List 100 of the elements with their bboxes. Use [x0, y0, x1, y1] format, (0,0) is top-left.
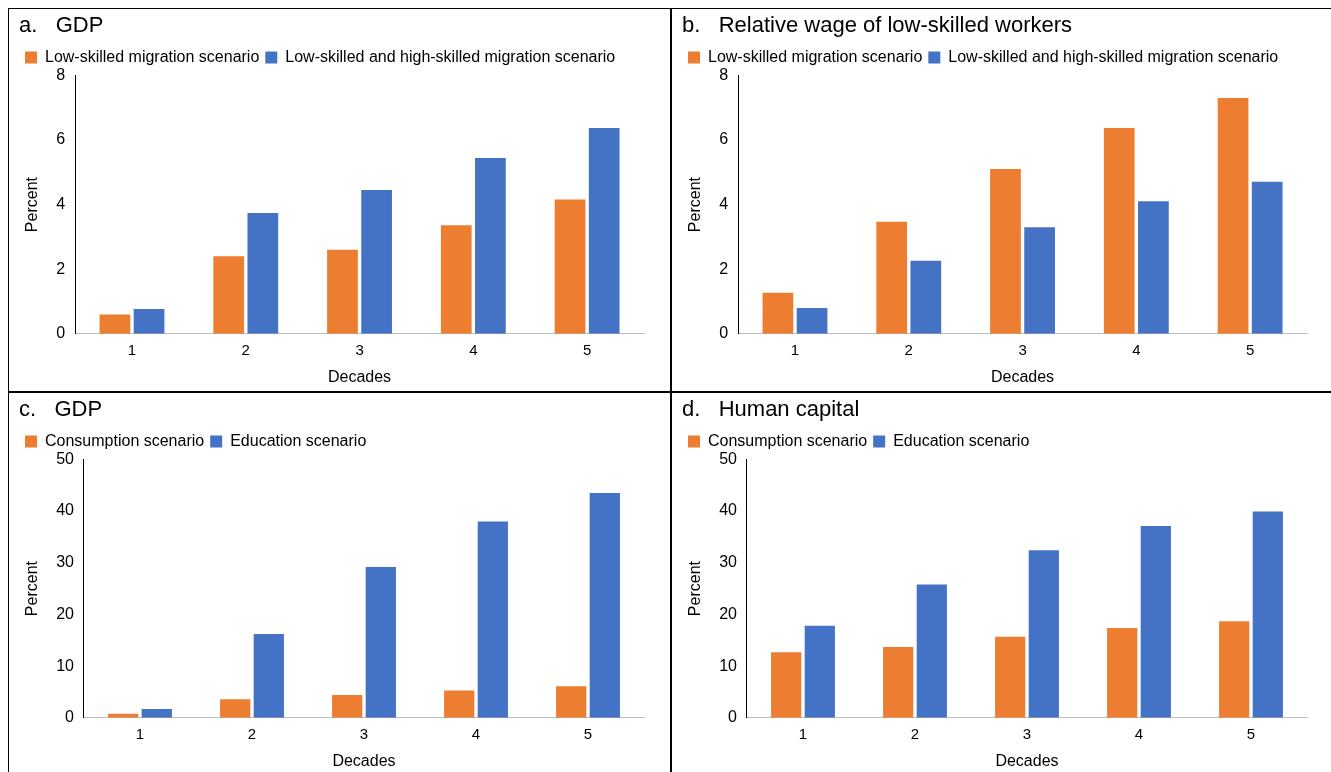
x-tick-label: 2	[241, 340, 250, 358]
legend-label: Consumption scenario	[45, 431, 205, 449]
bar	[556, 686, 587, 718]
y-tick-label: 30	[56, 553, 75, 571]
legend-label: Consumption scenario	[708, 431, 868, 449]
bar	[1219, 621, 1250, 718]
bar	[477, 521, 508, 718]
bar	[876, 221, 908, 334]
bar	[990, 169, 1021, 334]
bar	[1217, 98, 1249, 334]
chart-title: c. GDP	[19, 396, 103, 422]
x-tick-label: 1	[790, 340, 800, 358]
y-tick-label: 40	[56, 501, 75, 519]
y-axis-title: Percent	[23, 176, 41, 233]
bar	[361, 190, 392, 334]
y-axis-title: Percent	[686, 176, 704, 233]
bar	[916, 584, 947, 718]
bar	[796, 307, 828, 334]
x-tick-label: 4	[471, 724, 481, 742]
bar	[440, 225, 472, 334]
legend-label: Low-skilled and high-skilled migration scenario	[285, 47, 616, 65]
legend-label: Education scenario	[230, 431, 367, 449]
bar	[883, 647, 914, 718]
x-tick-label: 5	[582, 340, 592, 358]
bar	[133, 308, 165, 334]
bar	[1252, 511, 1283, 718]
x-tick-label: 2	[904, 340, 913, 358]
bar	[1028, 550, 1059, 718]
y-tick-label: 0	[56, 324, 66, 342]
bar	[220, 699, 251, 718]
bar	[1107, 627, 1138, 718]
y-tick-label: 8	[719, 65, 729, 83]
bar	[1024, 227, 1055, 334]
y-tick-label: 50	[56, 449, 75, 467]
y-tick-label: 2	[56, 259, 66, 277]
chart-title: d. Human capital	[682, 396, 860, 422]
y-tick-label: 8	[56, 65, 66, 83]
y-tick-label: 50	[719, 449, 738, 467]
bar	[444, 690, 475, 718]
legend-label: Education scenario	[893, 431, 1030, 449]
bar	[554, 199, 586, 334]
bar	[1103, 128, 1135, 334]
y-axis-title: Percent	[686, 560, 704, 617]
y-tick-label: 0	[728, 708, 738, 726]
bar	[327, 249, 358, 334]
legend-label: Low-skilled and high-skilled migration scenario	[948, 47, 1279, 65]
bar	[804, 625, 835, 718]
bar	[995, 636, 1026, 718]
bar	[1138, 201, 1169, 334]
y-tick-label: 0	[65, 708, 75, 726]
x-axis-title: Decades	[990, 367, 1055, 385]
bar	[213, 256, 245, 334]
y-tick-label: 4	[719, 195, 729, 213]
x-tick-label: 3	[1018, 340, 1027, 358]
x-tick-label: 4	[1134, 724, 1144, 742]
chart-title: b. Relative wage of low-skilled workers	[682, 12, 1073, 38]
x-tick-label: 3	[1022, 724, 1032, 742]
x-tick-label: 4	[1132, 340, 1141, 358]
x-tick-label: 3	[359, 724, 369, 742]
x-tick-label: 1	[127, 340, 137, 358]
y-tick-label: 10	[719, 656, 738, 674]
bar	[1251, 181, 1283, 334]
y-tick-label: 10	[56, 656, 75, 674]
bar	[475, 158, 506, 334]
x-tick-label: 1	[798, 724, 808, 742]
bar	[762, 292, 794, 334]
x-tick-label: 2	[247, 724, 257, 742]
bar	[910, 260, 942, 334]
bar	[332, 695, 363, 718]
y-tick-label: 6	[56, 130, 66, 148]
legend-label: Low-skilled migration scenario	[45, 47, 260, 65]
bar	[99, 314, 131, 334]
y-tick-label: 20	[719, 604, 738, 622]
bar	[365, 566, 396, 718]
legend-label: Low-skilled migration scenario	[708, 47, 923, 65]
x-tick-label: 2	[910, 724, 920, 742]
bar	[141, 709, 172, 718]
y-tick-label: 30	[719, 553, 738, 571]
x-tick-label: 5	[1245, 340, 1255, 358]
y-tick-label: 40	[719, 501, 738, 519]
x-tick-label: 1	[135, 724, 145, 742]
bar	[247, 213, 279, 334]
bar	[588, 128, 620, 334]
x-tick-label: 5	[583, 724, 593, 742]
y-tick-label: 6	[719, 130, 729, 148]
x-tick-label: 3	[355, 340, 364, 358]
x-tick-label: 5	[1246, 724, 1256, 742]
bar	[589, 492, 620, 718]
x-tick-label: 4	[469, 340, 478, 358]
chart-title: a. GDP	[19, 12, 104, 38]
x-axis-title: Decades	[995, 751, 1059, 769]
bar	[771, 652, 802, 718]
y-tick-label: 20	[56, 604, 75, 622]
y-axis-title: Percent	[23, 560, 41, 617]
y-tick-label: 0	[719, 324, 729, 342]
y-tick-label: 4	[56, 195, 66, 213]
x-axis-title: Decades	[332, 751, 396, 769]
bar	[253, 634, 284, 718]
y-tick-label: 2	[719, 259, 729, 277]
x-axis-title: Decades	[327, 367, 392, 385]
